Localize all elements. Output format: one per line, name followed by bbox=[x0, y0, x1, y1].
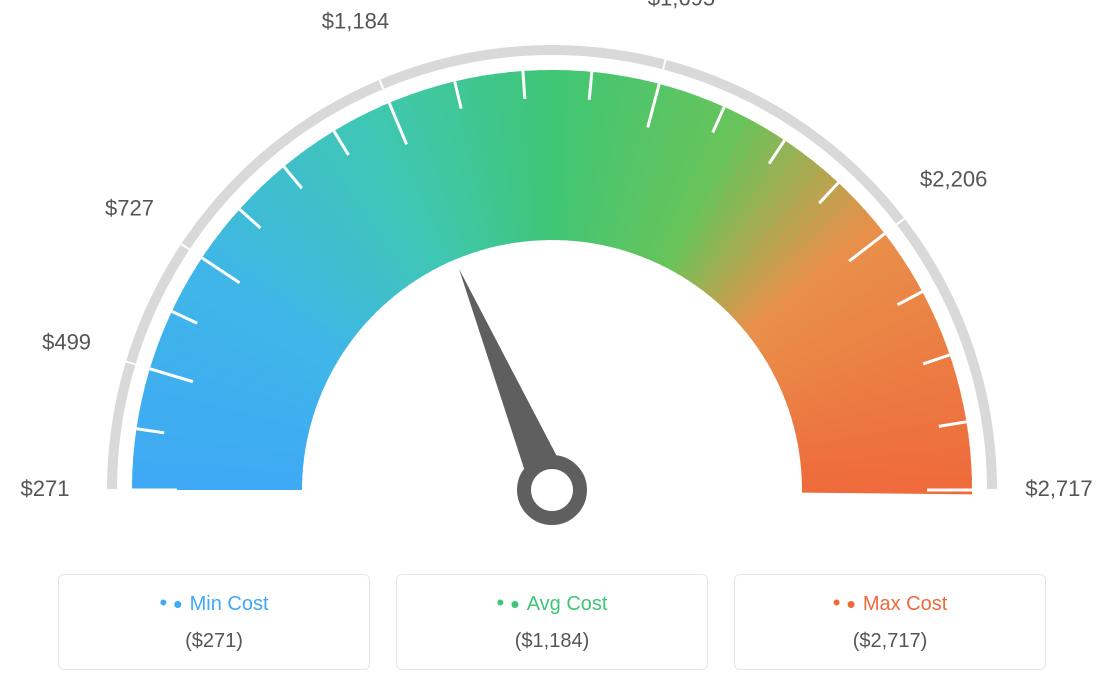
legend-min-label: • Min Cost bbox=[59, 589, 369, 620]
legend-max-label: • Max Cost bbox=[735, 589, 1045, 620]
legend-avg-card: • Avg Cost ($1,184) bbox=[396, 574, 708, 670]
svg-text:$1,184: $1,184 bbox=[322, 8, 389, 33]
legend-min-card: • Min Cost ($271) bbox=[58, 574, 370, 670]
legend-max-value: ($2,717) bbox=[735, 630, 1045, 653]
svg-text:$271: $271 bbox=[21, 476, 70, 501]
gauge-area: $271 $499 $727 $1,184 $1,695 $2,206 $2,717 bbox=[0, 0, 1104, 560]
legend-avg-label: • Avg Cost bbox=[397, 589, 707, 620]
legend-avg-value: ($1,184) bbox=[397, 630, 707, 653]
svg-text:$727: $727 bbox=[105, 196, 154, 221]
svg-text:$2,206: $2,206 bbox=[920, 166, 987, 191]
svg-text:$1,695: $1,695 bbox=[648, 0, 715, 11]
svg-text:$499: $499 bbox=[42, 329, 91, 354]
legend-min-value: ($271) bbox=[59, 630, 369, 653]
gauge-chart-container: $271 $499 $727 $1,184 $1,695 $2,206 $2,717 • M… bbox=[0, 0, 1104, 690]
gauge-svg: $271 $499 $727 $1,184 $1,695 $2,206 $2,717 bbox=[0, 0, 1104, 560]
legend-max-card: • Max Cost ($2,717) bbox=[734, 574, 1046, 670]
svg-text:$2,717: $2,717 bbox=[1025, 476, 1092, 501]
legend-row: • Min Cost ($271) • Avg Cost ($1,184) • … bbox=[0, 574, 1104, 670]
